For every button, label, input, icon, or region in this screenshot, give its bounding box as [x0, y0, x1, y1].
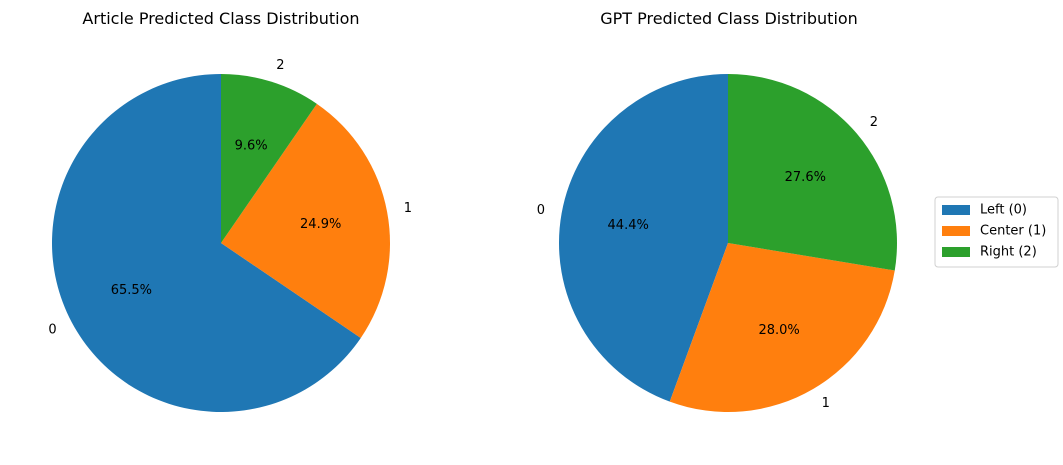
- pie-chart-gpt: GPT Predicted Class Distribution 0 44.4% 1…: [537, 9, 898, 413]
- slice-percent-label: 44.4%: [608, 218, 649, 233]
- pie-wedges: [558, 74, 898, 413]
- pie-labels: 0 65.5% 1 24.9% 2 9.6%: [48, 58, 412, 338]
- pie-slice-0: [558, 74, 728, 402]
- pie-slice-0: [52, 74, 361, 413]
- pie-slice-2: [221, 73, 317, 243]
- slice-category-label: 0: [537, 203, 545, 218]
- slice-category-label: 2: [276, 58, 284, 73]
- pie-chart-article: Article Predicted Class Distribution 0 65…: [48, 9, 412, 413]
- slice-category-label: 2: [870, 115, 878, 130]
- pie-slice-1: [221, 103, 391, 338]
- chart-title: Article Predicted Class Distribution: [82, 9, 359, 28]
- chart-title: GPT Predicted Class Distribution: [600, 9, 858, 28]
- slice-percent-label: 65.5%: [111, 283, 152, 298]
- slice-category-label: 1: [404, 201, 412, 216]
- slice-percent-label: 9.6%: [235, 139, 268, 154]
- pie-wedges: [52, 73, 391, 413]
- pie-labels: 0 44.4% 1 28.0% 2 27.6%: [537, 115, 878, 411]
- slice-percent-label: 24.9%: [300, 217, 341, 232]
- slice-category-label: 1: [822, 396, 830, 411]
- slice-percent-label: 28.0%: [758, 323, 799, 338]
- pie-slice-1: [669, 243, 895, 413]
- legend-swatch: [942, 226, 970, 236]
- legend-label: Center (1): [980, 224, 1046, 239]
- pie-slice-2: [728, 74, 898, 271]
- legend-items: Left (0) Center (1) Right (2): [942, 203, 1046, 260]
- legend-label: Left (0): [980, 203, 1027, 218]
- legend-label: Right (2): [980, 245, 1037, 260]
- slice-category-label: 0: [48, 323, 56, 338]
- legend-swatch: [942, 205, 970, 215]
- legend-swatch: [942, 247, 970, 257]
- legend: Left (0) Center (1) Right (2): [934, 196, 1059, 268]
- slice-percent-label: 27.6%: [785, 170, 826, 185]
